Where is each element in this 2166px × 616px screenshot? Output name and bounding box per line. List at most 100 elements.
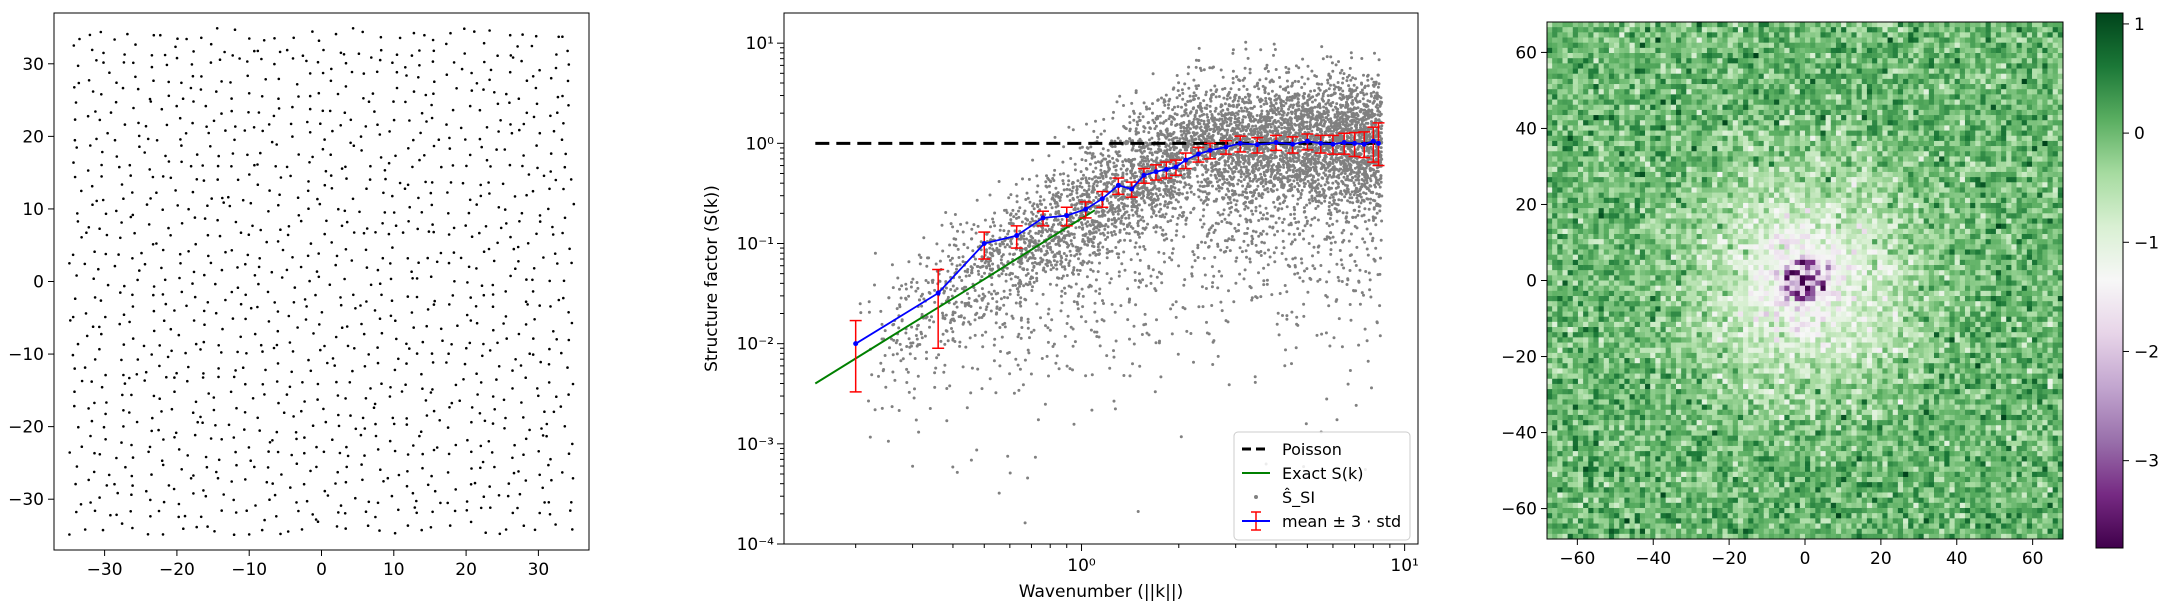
scatter-point [935,242,939,246]
scatter-point [905,367,909,371]
scatter-point [883,329,887,333]
point [220,268,224,272]
point [224,129,227,132]
point [247,92,251,95]
point [439,327,443,331]
scatter-point [1338,209,1341,213]
scatter-point [1219,300,1223,304]
scatter-point [1234,259,1238,263]
point [397,473,401,477]
point [456,324,459,328]
scatter-point [1327,224,1331,228]
scatter-point [955,470,959,474]
point [525,79,529,82]
scatter-point [1272,200,1276,204]
point [224,250,227,254]
scatter-point [1325,295,1329,299]
point [543,501,546,504]
point [404,383,407,387]
point [305,59,308,63]
point [77,425,80,429]
scatter-point [1082,173,1085,177]
point [184,351,187,355]
scatter-point [1287,91,1290,95]
point [483,419,487,423]
scatter-point [1231,69,1235,73]
point [235,406,238,410]
point [447,233,451,236]
point [220,509,223,512]
point [307,180,310,183]
scatter-point [1316,204,1320,208]
point [489,506,492,510]
scatter-point [1296,271,1300,275]
point [339,124,343,127]
point [227,423,231,427]
point [216,164,220,168]
scatter-point [1246,227,1250,230]
point [129,510,132,513]
point [478,108,482,112]
scatter-point [1160,281,1164,285]
point [427,230,431,233]
point [94,110,97,113]
scatter-point [1020,316,1023,320]
point [210,197,213,200]
point [405,484,409,488]
scatter-point [1335,102,1339,106]
scatter-point [1055,267,1059,271]
scatter-point [1282,165,1286,169]
point [514,267,517,271]
point [126,32,129,36]
point [403,187,407,190]
point [301,54,305,57]
scatter-point [1329,117,1333,121]
point [234,511,238,514]
point [433,299,437,303]
scatter-point [1051,196,1055,200]
point [345,325,349,328]
point [315,445,318,449]
point [302,482,306,486]
scatter-point [1051,266,1055,270]
scatter-point [1352,83,1356,87]
point [164,154,167,158]
point [102,51,105,55]
scatter-point [1379,238,1383,242]
scatter-point [1089,268,1093,272]
point [484,225,488,228]
point [90,380,93,383]
point [176,37,179,40]
point [233,138,236,142]
scatter-point [1052,179,1056,182]
point [187,365,190,369]
point [395,70,399,74]
point [71,315,75,319]
scatter-point [1328,344,1332,348]
scatter-point [1072,236,1076,240]
scatter-point [1141,115,1145,119]
point [556,111,559,114]
point [214,282,217,286]
point [195,178,199,181]
point [123,123,127,126]
point [295,501,298,504]
scatter-point [1019,304,1023,308]
point [115,81,118,84]
point [85,231,88,234]
scatter-point [1353,259,1357,263]
scatter-point [1160,272,1163,276]
point [134,43,137,46]
scatter-point [1302,181,1306,185]
scatter-point [1355,245,1359,249]
point [393,449,397,453]
scatter-point [1249,101,1253,105]
scatter-point [1045,251,1049,255]
point [169,176,173,180]
point [454,488,458,491]
scatter-point [1253,85,1257,89]
point [369,387,372,390]
scatter-point [1280,131,1284,135]
scatter-point [1122,374,1126,377]
point [76,342,80,346]
